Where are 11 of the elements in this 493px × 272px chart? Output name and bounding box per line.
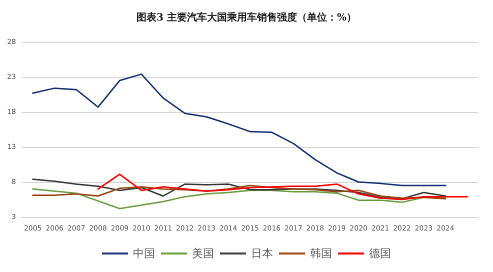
line-series — [32, 188, 446, 210]
line-series — [32, 73, 446, 186]
legend-label: 日本 — [251, 247, 273, 260]
line-series — [32, 184, 446, 200]
legend-label: 德国 — [369, 247, 391, 260]
legend-label: 韩国 — [310, 247, 332, 260]
line-series — [32, 178, 446, 200]
legend-label: 中国 — [133, 247, 155, 260]
chart-title: 图表3 主要汽车大国乘用车销售强度（单位：%） — [136, 12, 356, 24]
line-series — [97, 174, 468, 200]
legend-label: 美国 — [192, 247, 214, 260]
